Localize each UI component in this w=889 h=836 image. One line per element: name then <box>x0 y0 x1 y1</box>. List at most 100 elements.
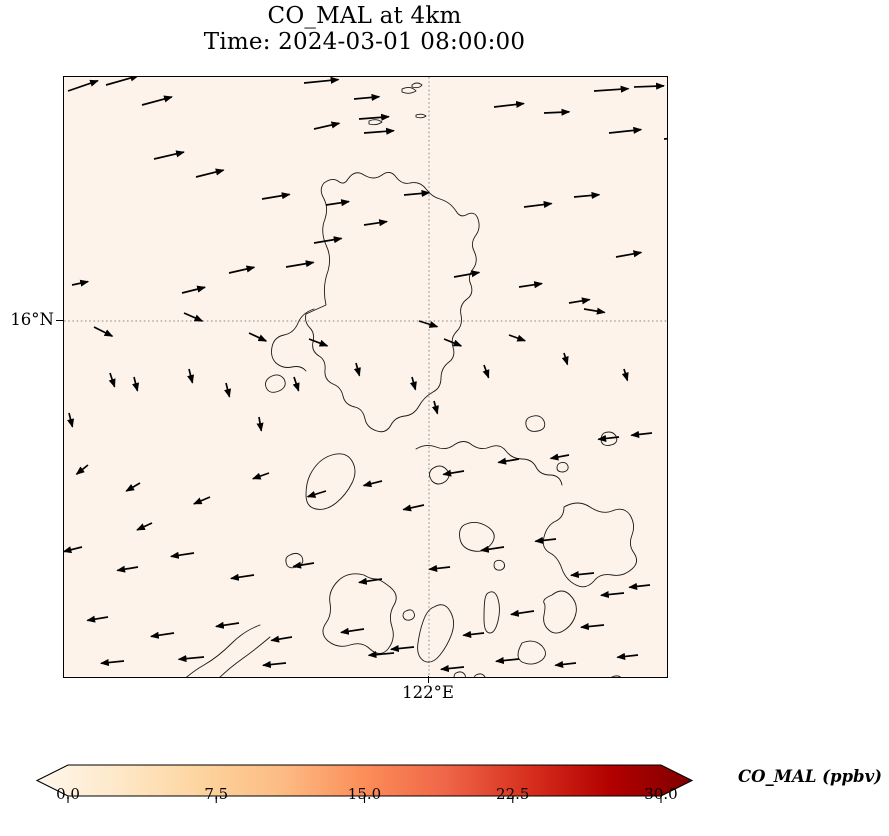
wind-arrow <box>248 332 268 342</box>
wind-arrow <box>125 482 141 492</box>
coastline-islet <box>402 609 415 621</box>
wind-arrow <box>99 658 125 667</box>
colorbar: 0.0 7.5 15.0 22.5 30.0 CO_MAL (ppbv) <box>0 745 889 836</box>
wind-arrow <box>71 279 90 287</box>
wind-arrow <box>494 656 520 665</box>
wind-arrow <box>418 320 439 328</box>
wind-arrow <box>633 82 665 90</box>
wind-arrow <box>363 219 389 227</box>
wind-arrow <box>292 376 300 392</box>
wind-arrow <box>224 382 232 398</box>
wind-arrow <box>270 635 293 643</box>
coastline-panay <box>322 573 397 654</box>
wind-arrow <box>493 100 525 108</box>
wind-arrow <box>183 312 204 322</box>
wind-arrow <box>389 644 415 653</box>
wind-arrow <box>439 664 465 673</box>
wind-arrow <box>75 464 89 475</box>
wind-arrow <box>663 137 667 140</box>
coastline-masbate <box>459 522 495 552</box>
wind-arrow <box>153 150 185 160</box>
wind-arrow <box>616 652 639 660</box>
wind-arrow <box>132 376 140 392</box>
wind-arrow <box>325 199 351 207</box>
gridlines <box>64 77 667 677</box>
wind-arrow <box>568 297 591 305</box>
coastline-marinduque <box>429 465 450 485</box>
coastline-islet <box>493 559 506 571</box>
map-canvas <box>64 77 667 677</box>
coastline-islet <box>415 113 427 119</box>
wind-arrow <box>313 121 341 130</box>
wind-arrow <box>292 561 315 569</box>
coastline-bohol <box>517 640 546 665</box>
map-plot-area <box>63 76 668 678</box>
wind-arrow <box>64 546 83 554</box>
wind-arrow <box>615 250 643 258</box>
coastline-islet <box>610 675 621 677</box>
wind-arrow <box>308 338 329 347</box>
coastline-palawan <box>186 624 261 677</box>
coastline-islet <box>473 673 486 677</box>
wind-arrow <box>169 551 195 559</box>
wind-arrow <box>628 582 651 590</box>
wind-arrow <box>357 577 383 585</box>
coastline-leyte <box>543 590 577 634</box>
wind-arrow <box>367 651 395 659</box>
wind-arrow <box>630 430 653 438</box>
wind-arrow <box>482 364 490 379</box>
colorbar-tick-label: 22.5 <box>496 785 530 803</box>
wind-arrow <box>177 655 205 663</box>
wind-arrow <box>116 565 139 573</box>
coastline-bicol <box>415 441 563 486</box>
colorbar-tick-label: 30.0 <box>644 785 678 803</box>
coastline-negros <box>417 604 455 663</box>
figure-title-block: CO_MAL at 4km Time: 2024-03-01 08:00:00 <box>63 3 666 56</box>
coastlines <box>186 82 637 677</box>
wind-arrow <box>261 660 287 669</box>
wind-arrow <box>108 372 116 388</box>
coastline-islet <box>411 82 423 89</box>
wind-arrow <box>363 127 395 135</box>
wind-arrow <box>136 522 153 531</box>
wind-arrow <box>149 631 175 639</box>
coastline-luzon <box>305 172 480 433</box>
wind-arrow <box>442 469 465 477</box>
wind-arrow <box>358 113 390 121</box>
wind-arrow <box>569 570 595 579</box>
wind-arrow <box>339 627 365 635</box>
wind-arrow <box>303 77 340 84</box>
wind-arrow <box>462 630 485 638</box>
wind-arrow <box>561 352 569 366</box>
wind-arrow <box>195 168 225 178</box>
wind-arrow <box>229 573 255 581</box>
wind-arrow <box>402 504 425 512</box>
colorbar-tick-label: 15.0 <box>347 785 382 803</box>
wind-arrow <box>353 93 381 101</box>
wind-arrow <box>93 326 114 337</box>
colorbar-unit-label: CO_MAL (ppbv) <box>738 767 882 786</box>
ytick-mark-16n <box>56 320 63 322</box>
wind-arrow <box>621 368 629 382</box>
wind-arrow <box>214 621 240 629</box>
wind-arrow <box>403 189 431 197</box>
wind-arrow <box>251 472 270 480</box>
wind-arrow <box>497 457 520 465</box>
figure-subtitle: Time: 2024-03-01 08:00:00 <box>203 28 526 55</box>
wind-arrow <box>181 285 206 294</box>
colorbar-ticks <box>67 796 662 803</box>
wind-arrow <box>409 376 417 391</box>
wind-quiver-layer <box>64 77 667 673</box>
coastline-islet <box>525 415 546 432</box>
coastline-islet <box>556 461 569 473</box>
coastline-islet <box>453 671 466 677</box>
wind-arrow <box>306 490 327 498</box>
wind-arrow <box>187 368 195 384</box>
coastline-luzon-west <box>271 308 315 372</box>
wind-arrow <box>573 191 601 199</box>
wind-arrow <box>192 496 211 505</box>
wind-arrow <box>285 260 315 268</box>
xtick-label-122e: 122°E <box>402 683 454 702</box>
coastline-mindoro <box>305 453 356 510</box>
ytick-label-16n: 16°N <box>10 310 54 329</box>
